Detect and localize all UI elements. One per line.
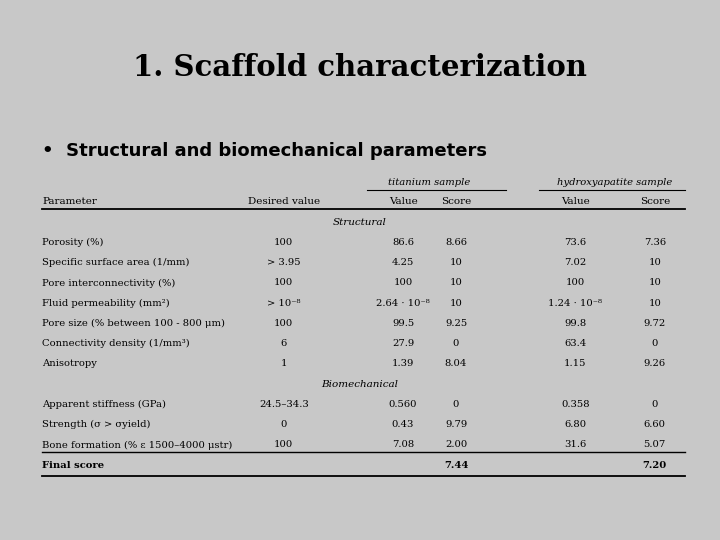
Text: 9.79: 9.79 (445, 420, 467, 429)
Text: 7.08: 7.08 (392, 441, 414, 449)
Text: 100: 100 (274, 279, 294, 287)
Text: •  Structural and biomechanical parameters: • Structural and biomechanical parameter… (42, 141, 487, 159)
Text: 73.6: 73.6 (564, 238, 586, 247)
Text: 1.39: 1.39 (392, 360, 414, 368)
Text: 10: 10 (648, 279, 661, 287)
Text: 1. Scaffold characterization: 1. Scaffold characterization (133, 53, 587, 82)
Text: 10: 10 (648, 299, 661, 308)
Text: 27.9: 27.9 (392, 339, 414, 348)
Text: Score: Score (639, 197, 670, 206)
Text: 100: 100 (566, 279, 585, 287)
Text: 0: 0 (652, 400, 658, 409)
Text: 7.20: 7.20 (643, 461, 667, 470)
Text: 2.00: 2.00 (445, 441, 467, 449)
Text: Porosity (%): Porosity (%) (42, 238, 104, 247)
Text: Bone formation (% ε 1500–4000 μstr): Bone formation (% ε 1500–4000 μstr) (42, 441, 233, 449)
Text: 2.64 · 10⁻⁸: 2.64 · 10⁻⁸ (376, 299, 430, 308)
Text: Parameter: Parameter (42, 197, 97, 206)
Text: 9.25: 9.25 (445, 319, 467, 328)
Text: 0.358: 0.358 (561, 400, 590, 409)
Text: 86.6: 86.6 (392, 238, 414, 247)
Text: 1.24 · 10⁻⁸: 1.24 · 10⁻⁸ (549, 299, 602, 308)
Text: 8.04: 8.04 (445, 360, 467, 368)
Text: 1.15: 1.15 (564, 360, 587, 368)
Text: 0: 0 (281, 420, 287, 429)
Text: 7.44: 7.44 (444, 461, 468, 470)
Text: 99.8: 99.8 (564, 319, 586, 328)
Text: 100: 100 (393, 279, 413, 287)
Text: titanium sample: titanium sample (388, 178, 471, 187)
Text: 0.560: 0.560 (389, 400, 418, 409)
Text: Score: Score (441, 197, 471, 206)
Text: 31.6: 31.6 (564, 441, 586, 449)
Text: Biomechanical: Biomechanical (322, 380, 398, 389)
Text: Final score: Final score (42, 461, 104, 470)
Text: 99.5: 99.5 (392, 319, 414, 328)
Text: 0: 0 (453, 339, 459, 348)
Text: > 10⁻⁸: > 10⁻⁸ (267, 299, 300, 308)
Text: hydroxyapatite sample: hydroxyapatite sample (557, 178, 672, 187)
Text: 100: 100 (274, 319, 294, 328)
Text: 6.80: 6.80 (564, 420, 586, 429)
Text: 9.26: 9.26 (644, 360, 666, 368)
Text: Pore interconnectivity (%): Pore interconnectivity (%) (42, 279, 176, 287)
Text: 100: 100 (274, 441, 294, 449)
Text: 100: 100 (274, 238, 294, 247)
Text: 5.07: 5.07 (644, 441, 666, 449)
Text: Value: Value (561, 197, 590, 206)
Text: 8.66: 8.66 (445, 238, 467, 247)
Text: 1: 1 (281, 360, 287, 368)
Text: Fluid permeability (mm²): Fluid permeability (mm²) (42, 299, 170, 308)
Text: 0: 0 (453, 400, 459, 409)
Text: 10: 10 (449, 258, 462, 267)
Text: 63.4: 63.4 (564, 339, 586, 348)
Text: 9.72: 9.72 (644, 319, 666, 328)
Text: 0: 0 (652, 339, 658, 348)
Text: Connectivity density (1/mm³): Connectivity density (1/mm³) (42, 339, 190, 348)
Text: Desired value: Desired value (248, 197, 320, 206)
Text: Value: Value (389, 197, 418, 206)
Text: 24.5–34.3: 24.5–34.3 (259, 400, 309, 409)
Text: 10: 10 (449, 279, 462, 287)
Text: Anisotropy: Anisotropy (42, 360, 97, 368)
Text: 7.02: 7.02 (564, 258, 586, 267)
Text: 10: 10 (648, 258, 661, 267)
Text: Apparent stiffness (GPa): Apparent stiffness (GPa) (42, 400, 166, 409)
Text: 10: 10 (449, 299, 462, 308)
Text: 7.36: 7.36 (644, 238, 666, 247)
Text: Strength (σ > σyield): Strength (σ > σyield) (42, 420, 150, 429)
Text: > 3.95: > 3.95 (267, 258, 301, 267)
Text: 0.43: 0.43 (392, 420, 414, 429)
Text: Specific surface area (1/mm): Specific surface area (1/mm) (42, 258, 189, 267)
Text: 6.60: 6.60 (644, 420, 666, 429)
Text: 6: 6 (281, 339, 287, 348)
Text: 4.25: 4.25 (392, 258, 414, 267)
Text: Pore size (% between 100 - 800 μm): Pore size (% between 100 - 800 μm) (42, 319, 225, 328)
Text: Structural: Structural (333, 218, 387, 227)
